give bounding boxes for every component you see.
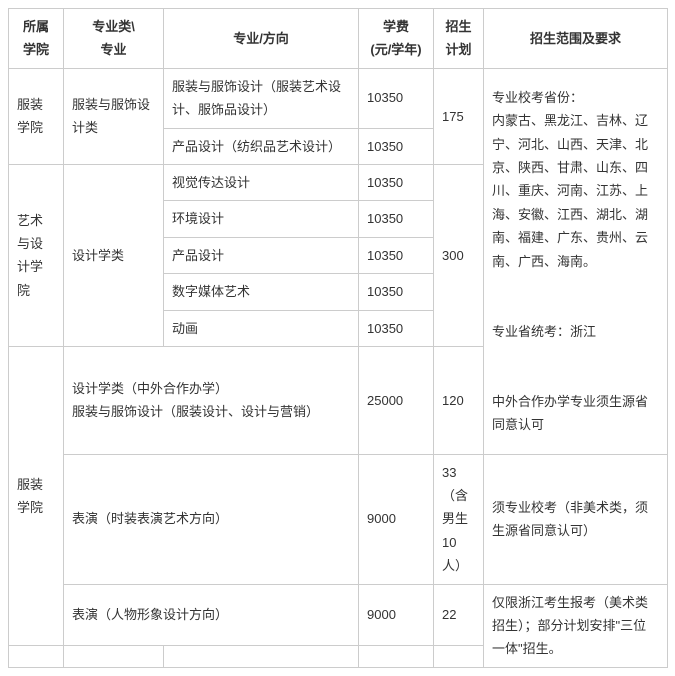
cell-scope: 仅限浙江考生报考（美术类招生）；部分计划安排"三位一体"招生。 — [484, 584, 668, 667]
header-quota: 招生计划 — [434, 9, 484, 69]
cell-quota: 22 — [434, 584, 484, 645]
cell-empty — [359, 645, 434, 667]
cell-quota: 300 — [434, 164, 484, 346]
cell-tuition: 9000 — [359, 584, 434, 645]
cell-empty — [64, 645, 164, 667]
cell-college: 艺术与设计学院 — [9, 164, 64, 346]
cell-tuition: 10350 — [359, 310, 434, 346]
cell-major: 数字媒体艺术 — [164, 274, 359, 310]
cell-category-full: 表演（人物形象设计方向） — [64, 584, 359, 645]
cell-tuition: 10350 — [359, 164, 434, 200]
cell-scope-main: 专业校考省份：内蒙古、黑龙江、吉林、辽宁、河北、山西、天津、北京、陕西、甘肃、山… — [484, 68, 668, 454]
cell-empty — [164, 645, 359, 667]
cell-major: 视觉传达设计 — [164, 164, 359, 200]
header-scope: 招生范围及要求 — [484, 9, 668, 69]
table-row: 表演（人物形象设计方向） 9000 22 仅限浙江考生报考（美术类招生）；部分计… — [9, 584, 668, 645]
cell-quota: 33（含男生10人） — [434, 454, 484, 584]
cell-college: 服装学院 — [9, 68, 64, 164]
header-category: 专业类\专业 — [64, 9, 164, 69]
cell-major: 服装与服饰设计（服装艺术设计、服饰品设计） — [164, 68, 359, 128]
header-major: 专业/方向 — [164, 9, 359, 69]
cell-tuition: 25000 — [359, 346, 434, 454]
cell-tuition: 10350 — [359, 128, 434, 164]
cell-category: 服装与服饰设计类 — [64, 68, 164, 164]
cell-college: 服装学院 — [9, 346, 64, 645]
cell-tuition: 10350 — [359, 237, 434, 273]
admission-table: 所属学院 专业类\专业 专业/方向 学费(元/学年) 招生计划 招生范围及要求 … — [8, 8, 668, 668]
cell-tuition: 10350 — [359, 274, 434, 310]
cell-empty — [9, 645, 64, 667]
table-row: 服装学院 服装与服饰设计类 服装与服饰设计（服装艺术设计、服饰品设计） 1035… — [9, 68, 668, 128]
header-college: 所属学院 — [9, 9, 64, 69]
cell-major: 产品设计（纺织品艺术设计） — [164, 128, 359, 164]
cell-category-full: 表演（时装表演艺术方向） — [64, 454, 359, 584]
cell-scope: 须专业校考（非美术类，须生源省同意认可） — [484, 454, 668, 584]
cell-major: 动画 — [164, 310, 359, 346]
cell-tuition: 9000 — [359, 454, 434, 584]
cell-tuition: 10350 — [359, 201, 434, 237]
cell-quota: 175 — [434, 68, 484, 164]
table-row: 表演（时装表演艺术方向） 9000 33（含男生10人） 须专业校考（非美术类，… — [9, 454, 668, 584]
header-tuition: 学费(元/学年) — [359, 9, 434, 69]
table-header-row: 所属学院 专业类\专业 专业/方向 学费(元/学年) 招生计划 招生范围及要求 — [9, 9, 668, 69]
cell-category: 设计学类 — [64, 164, 164, 346]
cell-major: 环境设计 — [164, 201, 359, 237]
cell-major: 产品设计 — [164, 237, 359, 273]
cell-category-full: 设计学类（中外合作办学）服装与服饰设计（服装设计、设计与营销） — [64, 346, 359, 454]
cell-tuition: 10350 — [359, 68, 434, 128]
cell-quota: 120 — [434, 346, 484, 454]
cell-empty — [434, 645, 484, 667]
